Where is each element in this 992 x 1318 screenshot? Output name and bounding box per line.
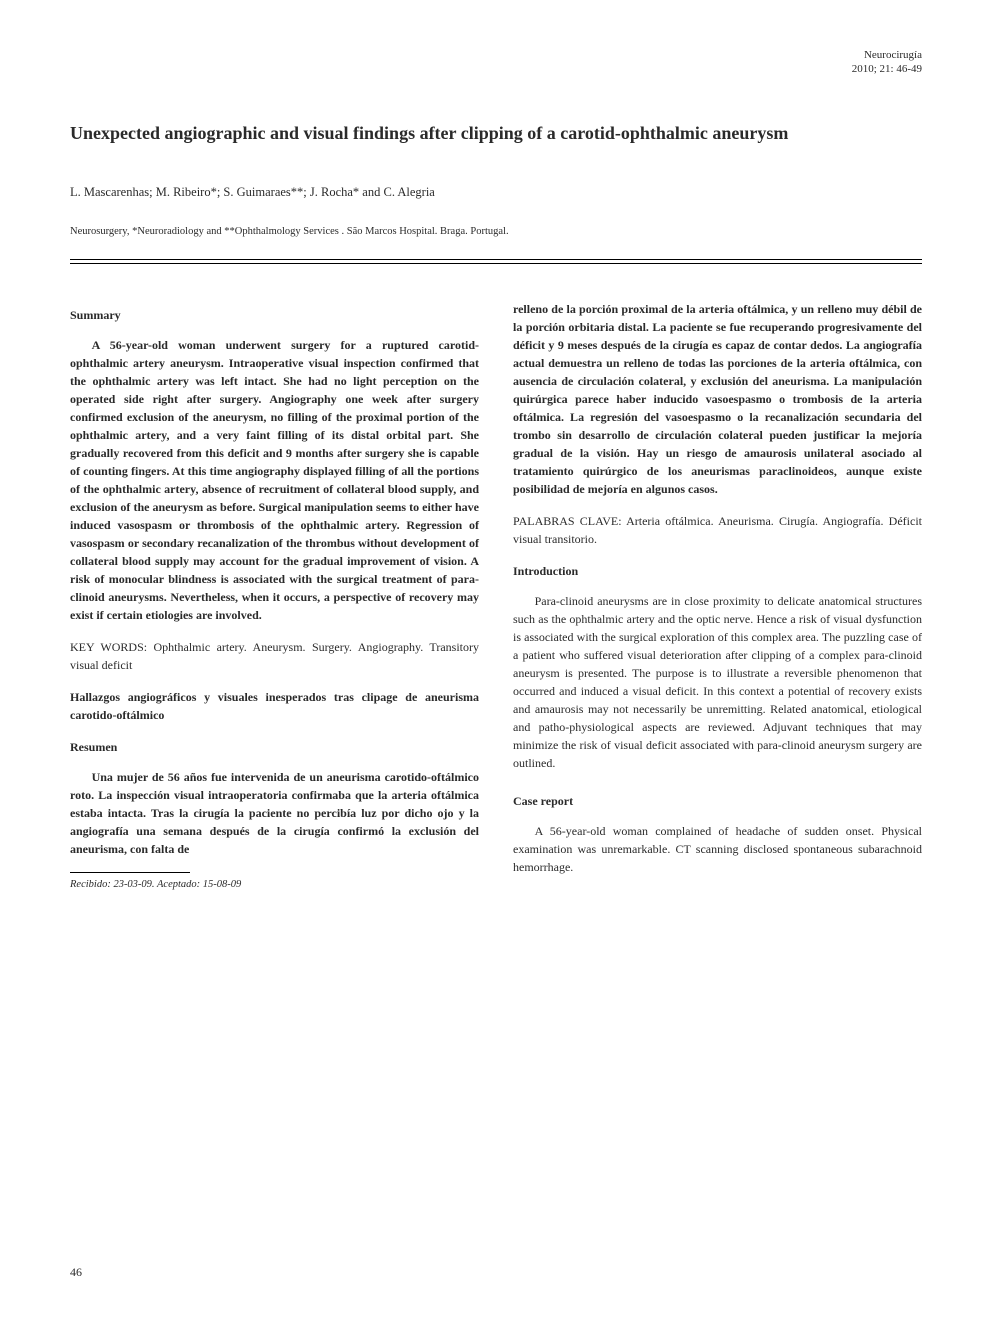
summary-heading: Summary — [70, 306, 479, 324]
authors-line: L. Mascarenhas; M. Ribeiro*; S. Guimarae… — [70, 185, 922, 200]
footnote-dates: Recibido: 23-03-09. Aceptado: 15-08-09 — [70, 877, 479, 893]
spanish-article-title: Hallazgos angiográficos y visuales inesp… — [70, 688, 479, 724]
journal-citation: 2010; 21: 46-49 — [852, 62, 922, 76]
horizontal-rule-bottom — [70, 263, 922, 264]
footnote-rule — [70, 872, 190, 873]
introduction-text: Para-clinoid aneurysms are in close prox… — [513, 592, 922, 772]
keywords-english: KEY WORDS: Ophthalmic artery. Aneurysm. … — [70, 638, 479, 674]
article-title: Unexpected angiographic and visual findi… — [70, 120, 922, 147]
resumen-heading: Resumen — [70, 738, 479, 756]
resumen-text-part1: Una mujer de 56 años fue intervenida de … — [70, 768, 479, 858]
case-report-text: A 56-year-old woman complained of headac… — [513, 822, 922, 876]
case-report-heading: Case report — [513, 792, 922, 810]
keywords-spanish: PALABRAS CLAVE: Arteria oftálmica. Aneur… — [513, 512, 922, 548]
page-number: 46 — [70, 1265, 82, 1280]
resumen-text-part2: relleno de la porción proximal de la art… — [513, 300, 922, 498]
spacer — [513, 772, 922, 786]
body-columns: Summary A 56-year-old woman underwent su… — [70, 300, 922, 893]
introduction-heading: Introduction — [513, 562, 922, 580]
affiliation-line: Neurosurgery, *Neuroradiology and **Opht… — [70, 226, 922, 237]
horizontal-rule-top — [70, 259, 922, 260]
journal-header: Neurocirugía 2010; 21: 46-49 — [852, 48, 922, 77]
footnote-block: Recibido: 23-03-09. Aceptado: 15-08-09 — [70, 872, 479, 893]
summary-text: A 56-year-old woman underwent surgery fo… — [70, 336, 479, 624]
journal-name: Neurocirugía — [852, 48, 922, 62]
